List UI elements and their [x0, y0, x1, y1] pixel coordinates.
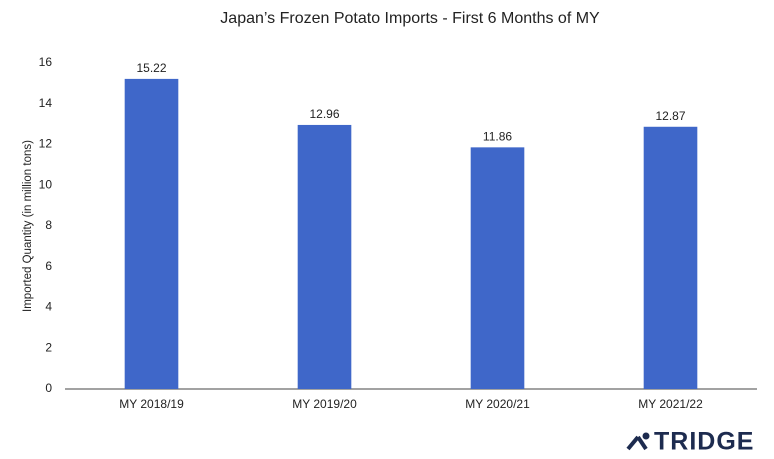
x-tick-label: MY 2019/20 [292, 397, 357, 411]
y-tick-label: 10 [39, 177, 53, 191]
y-tick-label: 6 [45, 259, 52, 273]
logo-icon [626, 435, 640, 451]
x-tick-label: MY 2020/21 [465, 397, 530, 411]
y-tick-label: 4 [45, 300, 52, 314]
y-tick-label: 12 [39, 137, 53, 151]
logo-icon [636, 435, 648, 451]
logo-text: TRIDGE [654, 428, 754, 456]
y-tick-label: 8 [45, 218, 52, 232]
data-label: 15.22 [136, 61, 166, 75]
logo-icon [642, 432, 650, 440]
x-tick-label: MY 2021/22 [638, 397, 703, 411]
y-tick-label: 14 [39, 96, 53, 110]
y-tick-label: 2 [45, 340, 52, 354]
x-tick-label: MY 2018/19 [119, 397, 184, 411]
chart-title: Japan’s Frozen Potato Imports - First 6 … [220, 10, 600, 27]
bar [297, 124, 352, 389]
data-label: 11.86 [483, 130, 512, 144]
bar [643, 126, 698, 390]
data-label: 12.96 [309, 107, 339, 121]
bar [124, 78, 179, 389]
bar [470, 147, 525, 389]
logo: TRIDGE [626, 428, 754, 456]
y-tick-label: 0 [45, 381, 52, 395]
y-axis-label: Imported Quantity (in million tons) [22, 140, 34, 312]
y-tick-label: 16 [39, 55, 53, 69]
data-label: 12.87 [655, 109, 685, 123]
